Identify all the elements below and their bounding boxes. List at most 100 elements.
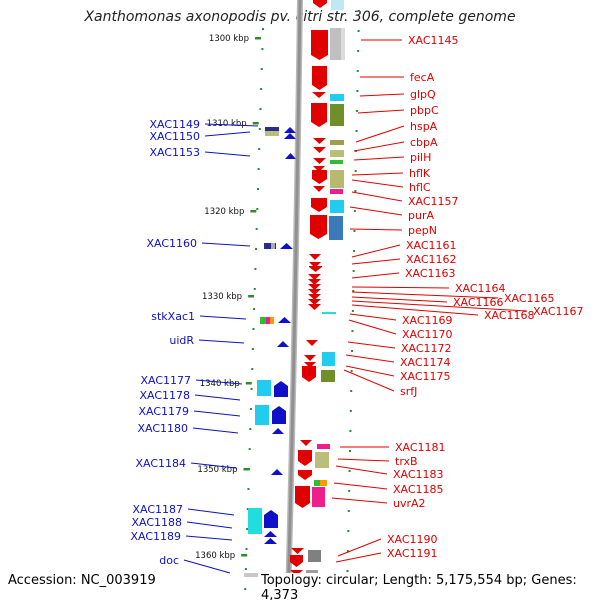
gene-label-stkXac1[interactable]: stkXac1: [151, 310, 195, 323]
gene-leader-line: [351, 191, 403, 202]
guide-dot-left: [260, 88, 263, 90]
gene-label-XAC1174[interactable]: XAC1174: [400, 356, 451, 369]
gene-label-XAC1189[interactable]: XAC1189: [130, 530, 181, 543]
gene-label-XAC1153[interactable]: XAC1153: [149, 146, 200, 159]
accession-label: Accession: NC_003919: [6, 573, 158, 588]
gene-label-XAC1178[interactable]: XAC1178: [139, 389, 190, 402]
gene-feature-box: [330, 160, 343, 164]
guide-dot-right: [352, 270, 355, 272]
gene-feature-box: [265, 127, 279, 131]
gene-label-XAC1163[interactable]: XAC1163: [405, 267, 456, 280]
gene-label-XAC1161[interactable]: XAC1161: [406, 239, 457, 252]
gene-label-XAC1162[interactable]: XAC1162: [406, 253, 457, 266]
gene-feature-box: [266, 317, 270, 324]
gene-label-uidR[interactable]: uidR: [169, 334, 194, 347]
gene-label-XAC1170[interactable]: XAC1170: [402, 328, 453, 341]
gene-feature-box: [312, 487, 325, 507]
gene-label-XAC1175[interactable]: XAC1175: [400, 370, 451, 383]
gene-label-pbpC[interactable]: pbpC: [410, 104, 439, 117]
gene-label-glpQ[interactable]: glpQ: [410, 88, 436, 101]
gene-leader-line: [204, 151, 251, 157]
guide-dot-left: [255, 228, 258, 230]
guide-dot-left: [245, 548, 248, 550]
gene-label-srfJ[interactable]: srfJ: [400, 385, 417, 398]
gene-label-XAC1179[interactable]: XAC1179: [138, 405, 189, 418]
forward-gene-arrow: [313, 147, 326, 153]
guide-dot-left: [249, 408, 252, 410]
guide-dot-right: [353, 250, 356, 252]
gene-leader-line: [335, 465, 388, 475]
forward-gene-arrow: [311, 103, 327, 127]
forward-gene-arrow: [295, 486, 310, 508]
gene-label-XAC1185[interactable]: XAC1185: [393, 483, 444, 496]
guide-dot-right: [348, 470, 351, 472]
guide-dot-right: [354, 170, 357, 172]
gene-label-XAC1172[interactable]: XAC1172: [401, 342, 452, 355]
gene-label-XAC1181[interactable]: XAC1181: [395, 441, 446, 454]
gene-label-pilH[interactable]: pilH: [410, 151, 431, 164]
guide-dot-right: [346, 570, 349, 572]
reverse-gene-arrow: [278, 317, 291, 323]
gene-label-pepN[interactable]: pepN: [408, 224, 437, 237]
forward-gene-arrow: [298, 450, 312, 466]
gene-label-XAC1167[interactable]: XAC1167: [533, 305, 584, 318]
kbp-tick-mark: [250, 210, 257, 213]
guide-dot-left: [261, 48, 264, 50]
gene-label-XAC1180[interactable]: XAC1180: [137, 422, 188, 435]
gene-label-XAC1164[interactable]: XAC1164: [455, 282, 506, 295]
genome-backbone: [286, 0, 302, 600]
forward-gene-arrow: [312, 170, 327, 184]
gene-feature-box: [244, 573, 258, 577]
gene-label-hflC[interactable]: hflC: [409, 181, 431, 194]
guide-dot-left: [255, 248, 258, 250]
gene-leader-line: [192, 427, 239, 434]
gene-leader-line: [345, 365, 395, 377]
gene-leader-line: [359, 93, 405, 97]
gene-label-XAC1166[interactable]: XAC1166: [453, 296, 504, 309]
forward-gene-arrow: [290, 555, 303, 567]
gene-leader-line: [337, 458, 390, 462]
gene-leader-line: [204, 123, 259, 127]
guide-dot-left: [253, 308, 256, 310]
gene-label-trxB[interactable]: trxB: [395, 455, 418, 468]
gene-label-XAC1183[interactable]: XAC1183: [393, 468, 444, 481]
gene-label-XAC1157[interactable]: XAC1157: [408, 195, 459, 208]
gene-label-XAC1190[interactable]: XAC1190: [387, 533, 438, 546]
reverse-gene-arrow: [285, 153, 296, 159]
gene-label-XAC1169[interactable]: XAC1169: [402, 314, 453, 327]
gene-leader-line: [333, 482, 388, 490]
gene-feature-box: [322, 312, 336, 314]
gene-label-XAC1160[interactable]: XAC1160: [146, 237, 197, 250]
gene-label-XAC1191[interactable]: XAC1191: [387, 547, 438, 560]
gene-label-XAC1145[interactable]: XAC1145: [408, 34, 459, 47]
gene-leader-line: [351, 172, 404, 176]
gene-label-XAC1165[interactable]: XAC1165: [504, 292, 555, 305]
gene-label-XAC1149[interactable]: XAC1149: [149, 118, 200, 131]
guide-dot-right: [355, 110, 358, 112]
gene-label-purA[interactable]: purA: [408, 209, 434, 222]
gene-label-XAC1187[interactable]: XAC1187: [132, 503, 183, 516]
gene-label-hflK[interactable]: hflK: [409, 167, 431, 180]
guide-dot-right: [346, 550, 349, 552]
gene-label-fecA[interactable]: fecA: [410, 71, 435, 84]
gene-label-XAC1184[interactable]: XAC1184: [135, 457, 186, 470]
gene-label-hspA[interactable]: hspA: [410, 120, 438, 133]
kbp-tick-mark: [245, 382, 252, 385]
gene-label-XAC1168[interactable]: XAC1168: [484, 309, 535, 322]
guide-dot-right: [348, 490, 351, 492]
gene-label-uvrA2[interactable]: uvrA2: [393, 497, 426, 510]
gene-label-cbpA[interactable]: cbpA: [410, 136, 438, 149]
gene-label-XAC1177[interactable]: XAC1177: [140, 374, 191, 387]
gene-label-XAC1188[interactable]: XAC1188: [131, 516, 182, 529]
forward-gene-arrow: [308, 279, 321, 285]
gene-leader-line: [201, 242, 251, 247]
gene-leader-line: [351, 286, 450, 289]
guide-dot-left: [251, 348, 254, 350]
gene-label-XAC1150[interactable]: XAC1150: [149, 130, 200, 143]
guide-dot-right: [347, 510, 350, 512]
gene-leader-line: [204, 131, 251, 137]
gene-label-doc[interactable]: doc: [159, 554, 179, 567]
kbp-tick-label: 1350 kbp: [197, 465, 237, 475]
gene-leader-line: [193, 410, 241, 417]
